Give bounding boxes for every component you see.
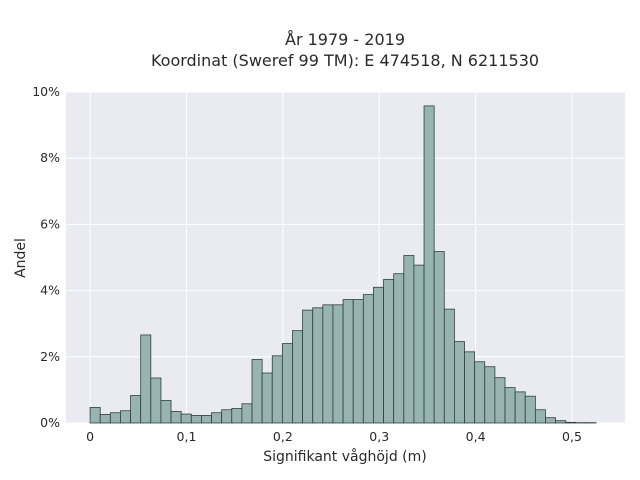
histogram-bar	[545, 417, 557, 424]
histogram-bar	[403, 255, 415, 424]
histogram-bar	[484, 366, 496, 424]
x-axis-label: Signifikant våghöjd (m)	[263, 448, 426, 465]
histogram-bar	[302, 309, 314, 424]
x-tick-label: 0,1	[177, 429, 197, 444]
histogram-bar	[312, 307, 324, 424]
x-tick-label: 0,4	[466, 429, 486, 444]
x-tick-label: 0,5	[562, 429, 582, 444]
x-axis-ticks: 0 0,1 0,2 0,3 0,4 0,5	[86, 429, 582, 444]
histogram-bar	[555, 420, 567, 424]
histogram-bar	[413, 264, 425, 424]
histogram-bar	[211, 412, 223, 424]
histogram-bar	[373, 286, 384, 424]
histogram-bar	[332, 304, 344, 424]
histogram-bar	[109, 412, 121, 424]
histogram-bar	[393, 273, 405, 424]
histogram-bars	[89, 105, 597, 424]
x-tick-label: 0,2	[273, 429, 293, 444]
histogram-bar	[89, 407, 101, 424]
histogram-bar	[514, 391, 526, 424]
histogram-bar	[271, 355, 283, 424]
histogram-bar	[504, 387, 516, 424]
y-axis-label: Andel	[13, 238, 29, 278]
y-tick-label: 4%	[40, 283, 60, 298]
histogram-bar	[565, 421, 577, 424]
histogram-bar	[140, 334, 152, 424]
x-tick-label: 0	[86, 429, 94, 444]
histogram-bar	[120, 410, 131, 424]
histogram-bar	[464, 351, 476, 424]
histogram-bar	[524, 395, 536, 424]
histogram-bar	[362, 294, 374, 424]
histogram-bar	[433, 251, 445, 424]
histogram-bar	[494, 377, 506, 424]
histogram-bar	[130, 395, 142, 424]
histogram-bar	[251, 359, 263, 424]
chart-title: År 1979 - 2019	[285, 30, 405, 49]
histogram-bar	[342, 299, 354, 424]
histogram-bar	[352, 299, 364, 424]
histogram-bar	[281, 343, 293, 424]
chart-subtitle: Koordinat (Sweref 99 TM): E 474518, N 62…	[151, 51, 539, 70]
histogram-bar	[322, 304, 334, 424]
y-axis-ticks: 0% 2% 4% 6% 8% 10%	[32, 84, 60, 430]
histogram-bar	[180, 413, 192, 424]
histogram-bar	[534, 409, 546, 424]
histogram-bar	[150, 377, 162, 424]
y-tick-label: 6%	[40, 216, 60, 231]
histogram-bar	[170, 411, 182, 424]
y-tick-label: 0%	[40, 415, 60, 430]
y-tick-label: 10%	[32, 84, 60, 99]
histogram-bar	[241, 403, 253, 424]
histogram-bar	[443, 308, 455, 424]
y-tick-label: 8%	[40, 150, 60, 165]
histogram-bar	[160, 400, 172, 424]
histogram-bar	[99, 413, 111, 424]
histogram-bar	[292, 330, 304, 424]
histogram-bar	[190, 414, 202, 424]
histogram-bar	[454, 341, 465, 424]
x-tick-label: 0,3	[369, 429, 389, 444]
histogram-bar	[221, 409, 233, 424]
y-tick-label: 2%	[40, 349, 60, 364]
histogram-bar	[474, 361, 486, 424]
histogram-bar	[261, 372, 273, 424]
histogram-bar	[423, 105, 435, 424]
histogram-bar	[231, 408, 243, 424]
histogram-bar	[201, 414, 212, 424]
histogram-bar	[383, 278, 395, 424]
